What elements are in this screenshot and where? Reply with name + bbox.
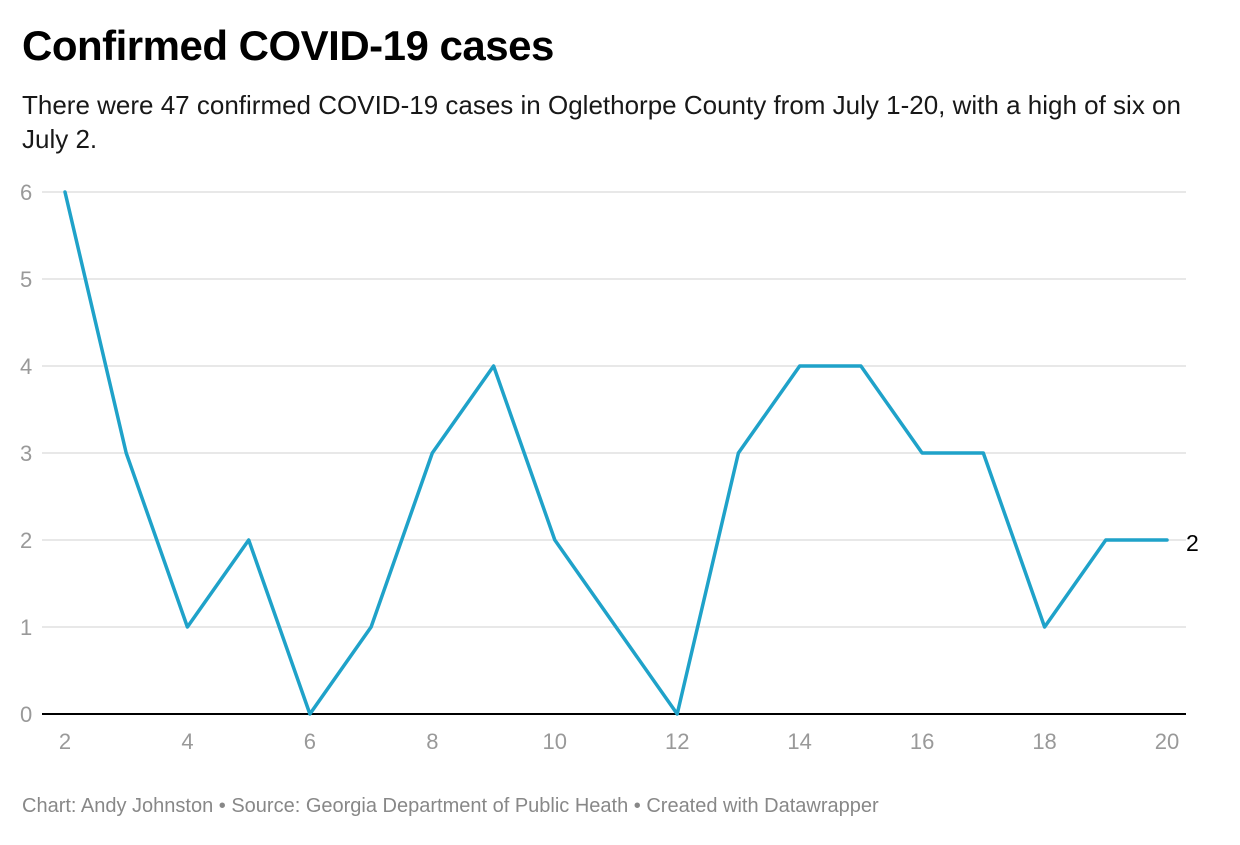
data-point-7 (369, 625, 373, 629)
data-point-2 (63, 190, 67, 194)
data-point-8 (430, 451, 434, 455)
y-tick-label-3: 3 (20, 441, 32, 466)
gridlines (42, 191, 1186, 628)
x-tick-label-4: 4 (181, 729, 193, 754)
x-tick-label-16: 16 (910, 729, 934, 754)
y-tick-label-4: 4 (20, 354, 32, 379)
y-tick-label-5: 5 (20, 267, 32, 292)
data-point-17 (981, 451, 985, 455)
data-point-9 (492, 364, 496, 368)
data-point-14 (798, 364, 802, 368)
x-tick-label-20: 20 (1155, 729, 1179, 754)
x-tick-label-2: 2 (59, 729, 71, 754)
y-tick-label-1: 1 (20, 615, 32, 640)
data-point-4 (185, 625, 189, 629)
x-tick-label-10: 10 (543, 729, 567, 754)
x-tick-label-6: 6 (304, 729, 316, 754)
x-tick-label-8: 8 (426, 729, 438, 754)
series-layer (63, 190, 1169, 716)
data-point-19 (1104, 538, 1108, 542)
chart-credits: Chart: Andy Johnston • Source: Georgia D… (22, 795, 879, 817)
chart-subtitle: There were 47 confirmed COVID-19 cases i… (22, 90, 1181, 154)
y-tick-label-2: 2 (20, 528, 32, 553)
series-line-0 (63, 190, 1169, 716)
y-tick-label-6: 6 (20, 180, 32, 205)
data-point-6 (308, 712, 312, 716)
data-point-3 (124, 451, 128, 455)
y-tick-label-0: 0 (20, 702, 32, 727)
chart-title: Confirmed COVID-19 cases (22, 22, 554, 69)
x-tick-label-18: 18 (1032, 729, 1056, 754)
data-point-13 (736, 451, 740, 455)
data-point-18 (1043, 625, 1047, 629)
data-point-11 (614, 625, 618, 629)
end-value-label: 2 (1186, 530, 1199, 556)
data-point-5 (247, 538, 251, 542)
data-point-20 (1165, 538, 1169, 542)
x-tick-label-14: 14 (787, 729, 811, 754)
x-tick-label-12: 12 (665, 729, 689, 754)
data-point-16 (920, 451, 924, 455)
data-point-12 (675, 712, 679, 716)
data-point-10 (553, 538, 557, 542)
data-point-15 (859, 364, 863, 368)
